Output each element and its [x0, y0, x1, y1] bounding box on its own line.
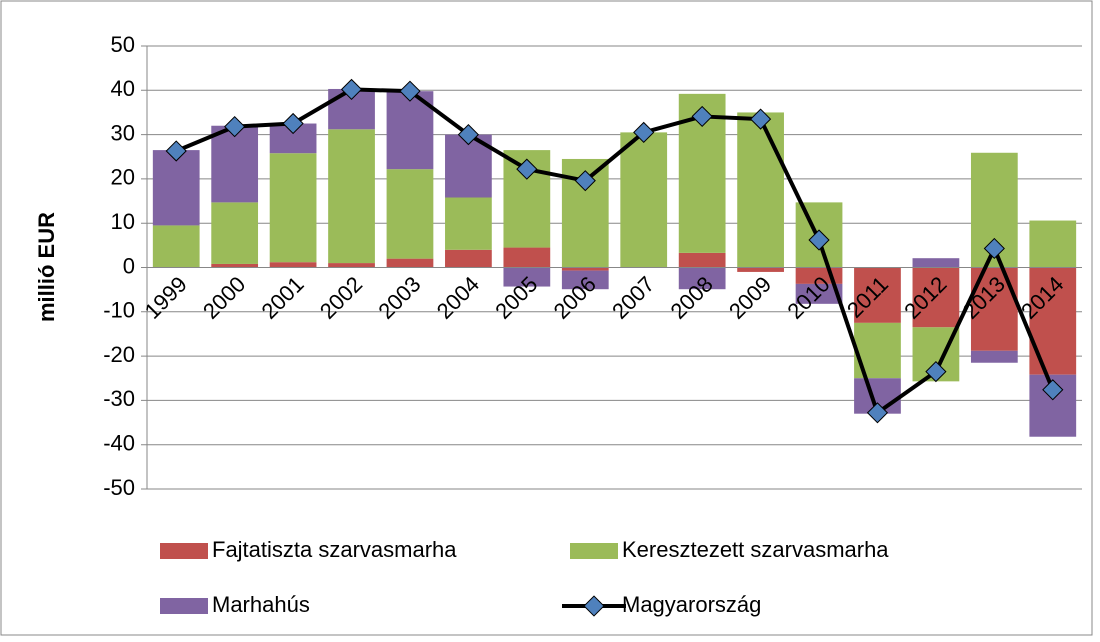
bar: [795, 283, 843, 304]
bar: [386, 169, 434, 259]
marker: [983, 237, 1005, 260]
marker: [925, 360, 947, 383]
legend-marker: [583, 595, 605, 617]
bar: [561, 270, 609, 290]
marker: [1042, 379, 1064, 401]
bar: [269, 153, 317, 263]
bar: [503, 247, 551, 268]
legend-swatch: [570, 543, 618, 559]
y-tick-label: 0: [123, 253, 135, 278]
legend-label: Fajtatiszta szarvasmarha: [212, 537, 457, 562]
marker: [574, 170, 596, 192]
bar: [912, 258, 960, 268]
bar: [503, 267, 551, 287]
bar: [328, 263, 375, 268]
bar: [678, 252, 726, 268]
marker: [165, 140, 187, 162]
bar: [269, 262, 317, 268]
marker: [866, 402, 889, 424]
bar: [445, 249, 492, 268]
y-tick-label: -10: [103, 298, 135, 323]
bar: [678, 267, 726, 290]
bar: [854, 267, 901, 323]
marker: [224, 116, 246, 138]
marker: [633, 121, 655, 143]
bar: [1029, 220, 1077, 268]
marker: [282, 112, 304, 135]
bar: [152, 150, 200, 226]
bar: [737, 267, 784, 272]
legend-label: Keresztezett szarvasmarha: [622, 537, 889, 562]
legend-swatch: [160, 543, 208, 559]
legend-label: Magyarország: [622, 592, 761, 617]
y-tick-label: 10: [111, 209, 135, 234]
marker: [808, 229, 830, 251]
y-tick-label: -30: [103, 386, 135, 411]
bar: [445, 197, 492, 250]
y-tick-label: 40: [111, 76, 135, 101]
marker: [749, 108, 772, 130]
y-tick-label: 50: [111, 32, 135, 57]
bar: [737, 112, 784, 268]
legend-label: Marhahús: [212, 592, 310, 617]
marker: [691, 105, 713, 128]
bar: [211, 263, 259, 268]
bar: [970, 350, 1018, 363]
y-tick-label: 20: [111, 165, 135, 190]
marker: [457, 123, 480, 146]
marker: [516, 158, 538, 180]
bar: [328, 129, 375, 264]
y-axis-label: millió EUR: [34, 212, 59, 322]
y-tick-label: -40: [103, 431, 135, 456]
marker: [399, 80, 421, 102]
bar: [211, 202, 259, 264]
bar: [912, 267, 960, 328]
y-tick-label: -50: [103, 475, 135, 500]
marker: [340, 78, 363, 101]
bar: [620, 132, 668, 268]
legend-swatch: [160, 598, 208, 614]
bar: [211, 125, 259, 203]
bar: [152, 225, 200, 268]
bar: [561, 267, 609, 271]
y-tick-label: 30: [111, 120, 135, 145]
line: [175, 87, 1055, 415]
bar: [386, 258, 434, 268]
y-tick-label: -20: [103, 342, 135, 367]
